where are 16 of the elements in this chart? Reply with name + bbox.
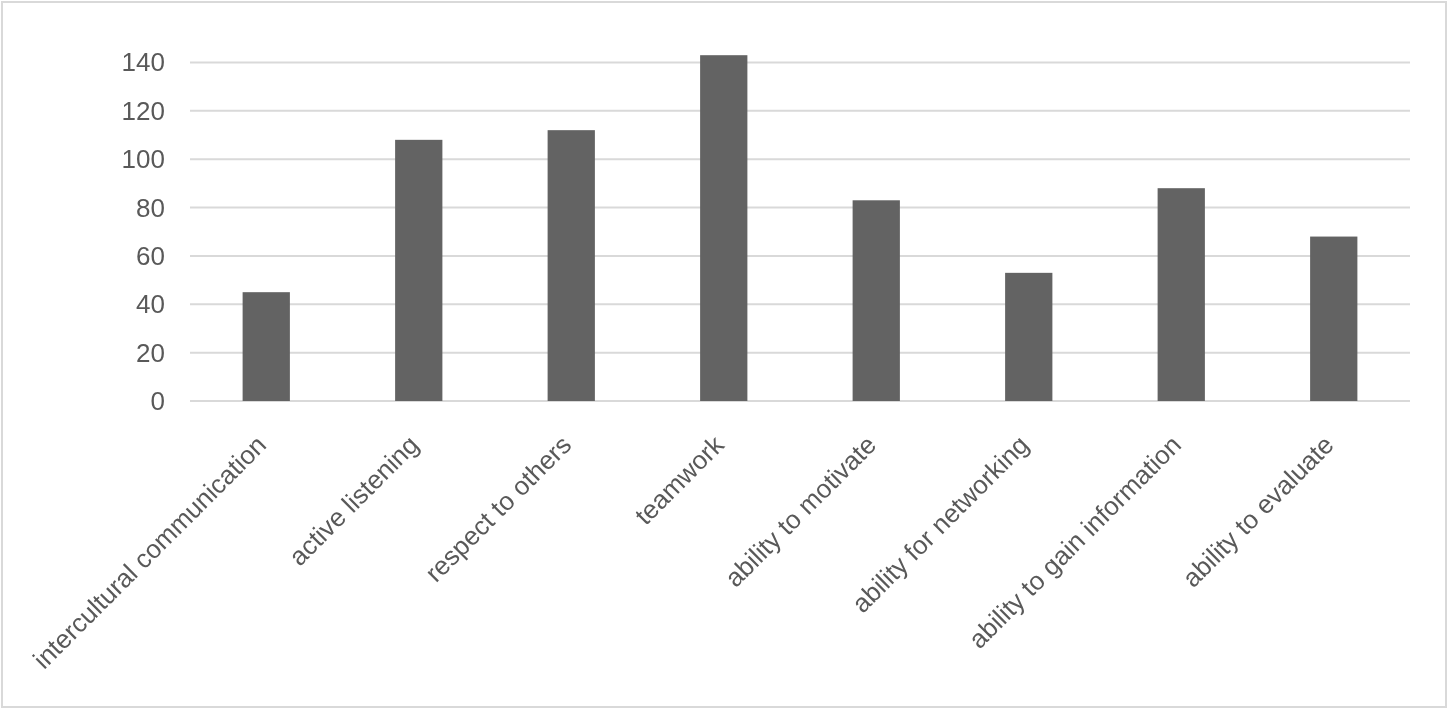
bar — [395, 139, 443, 401]
bar — [242, 292, 290, 401]
y-tick-label: 100 — [121, 144, 165, 175]
y-tick-label: 40 — [136, 289, 165, 320]
y-tick-label: 120 — [121, 95, 165, 126]
bar — [852, 200, 900, 401]
bar — [1157, 188, 1205, 401]
bar — [1310, 236, 1358, 401]
y-tick-label: 60 — [136, 240, 165, 271]
y-tick-label: 0 — [150, 386, 165, 416]
bar — [1005, 272, 1053, 401]
bar — [700, 55, 748, 401]
y-tick-label: 20 — [136, 337, 165, 368]
y-tick-label: 80 — [136, 192, 165, 223]
bar — [547, 130, 595, 401]
y-tick-label: 140 — [121, 47, 165, 78]
